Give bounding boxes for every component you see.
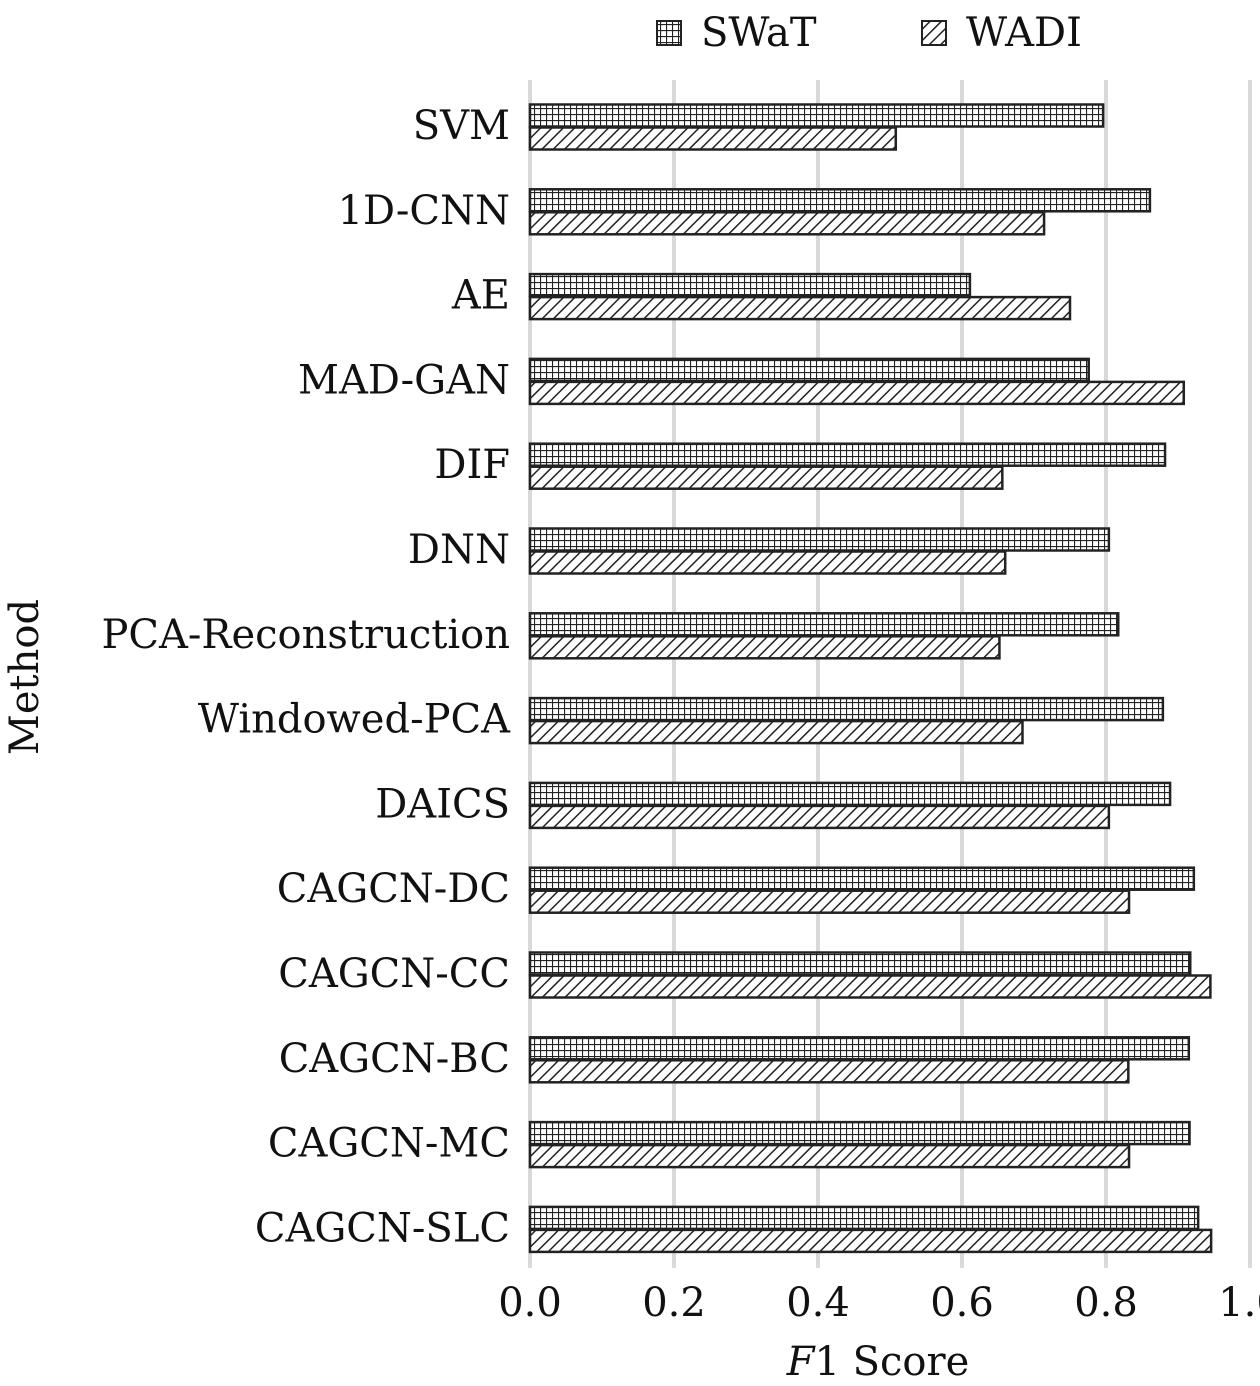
bar-swat-1d-cnn: [528, 188, 1152, 213]
category-label: CAGCN-DC: [277, 866, 510, 912]
legend-wadi-swatch: [921, 20, 947, 46]
x-tick-label: 0.8: [1074, 1280, 1138, 1326]
bar-swat-cagcn-mc: [528, 1120, 1191, 1146]
category-label: SVM: [413, 103, 510, 149]
category-label: CAGCN-BC: [279, 1036, 510, 1082]
x-axis-title: F1 Score: [786, 1339, 970, 1385]
x-tick-labels: 0.0 0.2 0.4 0.6 0.8 1.0: [498, 1280, 1260, 1326]
category-label: CAGCN-MC: [268, 1121, 510, 1167]
x-tick-label: 1.0: [1218, 1280, 1260, 1326]
bar-swat-mad-gan: [528, 357, 1090, 383]
bar-swat-daics: [528, 781, 1172, 807]
category-label: CAGCN-SLC: [255, 1205, 510, 1251]
x-axis-title-rest: 1 Score: [814, 1339, 969, 1385]
x-tick-label: 0.2: [642, 1280, 706, 1326]
category-label: AE: [451, 273, 510, 319]
bar-wadi-cagcn-dc: [528, 889, 1131, 914]
bar-wadi-cagcn-bc: [528, 1059, 1130, 1084]
bars: [528, 103, 1213, 1254]
bar-wadi-windowed-pca: [528, 719, 1024, 745]
legend: SWaT WADI: [656, 10, 1082, 56]
bar-wadi-dif: [528, 465, 1004, 490]
x-axis-title-italic: F: [786, 1339, 816, 1385]
bar-wadi-mad-gan: [528, 380, 1186, 406]
x-tick-label: 0.0: [498, 1280, 562, 1326]
bar-wadi-pca-reconstruction: [528, 635, 1001, 660]
x-tick-label: 0.4: [786, 1280, 850, 1326]
bar-swat-pca-reconstruction: [528, 612, 1120, 637]
category-label: MAD-GAN: [298, 357, 510, 403]
bar-swat-svm: [528, 103, 1105, 128]
y-axis-title: Method: [2, 599, 48, 755]
legend-swat-label: SWaT: [701, 10, 817, 56]
bar-wadi-cagcn-cc: [528, 974, 1212, 999]
gridlines: [528, 80, 1252, 1268]
bar-wadi-1d-cnn: [528, 211, 1046, 236]
category-label: DIF: [434, 442, 510, 488]
bar-wadi-cagcn-mc: [528, 1143, 1131, 1169]
bar-wadi-cagcn-slc: [528, 1228, 1213, 1254]
bar-swat-ae: [528, 272, 972, 298]
bar-wadi-ae: [528, 295, 1072, 321]
bar-swat-dif: [528, 442, 1167, 467]
category-label: DAICS: [375, 781, 510, 827]
x-tick-label: 0.6: [930, 1280, 994, 1326]
bar-wadi-daics: [528, 804, 1111, 830]
category-labels: SVM 1D-CNN AE MAD-GAN DIF DNN PCA-Reconstructi…: [101, 103, 511, 1251]
bar-swat-windowed-pca: [528, 696, 1165, 722]
legend-swat-swatch: [656, 20, 682, 46]
category-label: CAGCN-CC: [278, 951, 510, 997]
bar-swat-cagcn-cc: [528, 951, 1192, 976]
bar-swat-cagcn-slc: [528, 1205, 1200, 1231]
category-label: 1D-CNN: [338, 188, 510, 234]
bar-swat-cagcn-bc: [528, 1036, 1191, 1061]
bar-swat-cagcn-dc: [528, 866, 1196, 891]
bar-swat-dnn: [528, 527, 1111, 552]
bar-wadi-svm: [528, 126, 898, 151]
bar-wadi-dnn: [528, 550, 1007, 575]
category-label: PCA-Reconstruction: [101, 612, 510, 658]
category-label: DNN: [408, 527, 510, 573]
legend-wadi-label: WADI: [966, 10, 1082, 56]
category-label: Windowed-PCA: [198, 697, 511, 743]
